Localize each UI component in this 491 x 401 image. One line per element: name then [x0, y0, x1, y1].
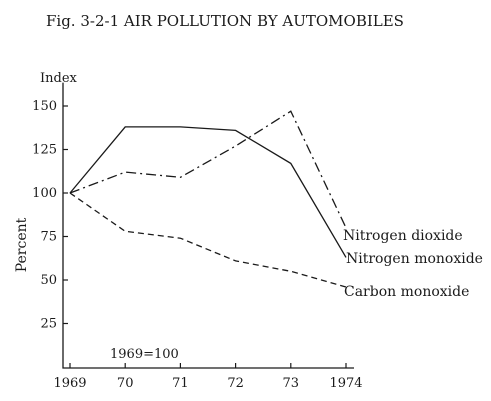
ticks: 25 50 75 100 125 150 1969 70 71 72 73 1974	[32, 99, 362, 391]
series-lines	[69, 110, 347, 288]
chart-title: Fig. 3-2-1 AIR POLLUTION BY AUTOMOBILES	[46, 12, 404, 30]
series-label-2: Carbon monoxide	[344, 284, 469, 300]
series-label-1: Nitrogen monoxide	[346, 251, 483, 267]
y-tick-label: 125	[32, 143, 57, 158]
series-line-0	[69, 110, 347, 229]
x-tick-label: 1974	[329, 376, 362, 391]
y-tick-label: 75	[40, 230, 57, 245]
y-tick-label: 25	[40, 317, 57, 332]
x-tick-label: 1969	[53, 376, 86, 391]
y-tick-label: 50	[40, 273, 57, 288]
y-axis-label: Percent	[14, 217, 30, 272]
axes	[62, 82, 354, 369]
x-tick-label: 70	[117, 376, 134, 391]
series-line-1	[69, 126, 347, 258]
y-tick-label: 100	[32, 186, 57, 201]
y-unit-label: Index	[40, 71, 78, 86]
x-tick-label: 72	[227, 376, 244, 391]
axis-lines	[62, 82, 354, 369]
base-year-note: 1969=100	[110, 347, 179, 362]
x-tick-label: 71	[172, 376, 189, 391]
x-tick-label: 73	[283, 376, 300, 391]
series-label-0: Nitrogen dioxide	[343, 228, 463, 244]
y-tick-label: 150	[32, 99, 57, 114]
series-labels: Nitrogen dioxide Nitrogen monoxide Carbon …	[343, 228, 483, 300]
series-line-2	[69, 192, 347, 288]
